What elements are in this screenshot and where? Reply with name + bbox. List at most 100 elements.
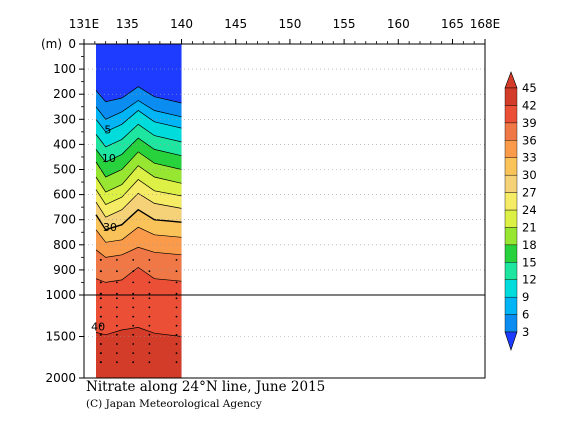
station-dot (132, 270, 135, 273)
station-dot (116, 343, 118, 345)
station-dot (99, 324, 102, 327)
station-dot (148, 315, 151, 318)
station-dot (99, 343, 102, 345)
colorbar-tick-label: 9 (522, 290, 529, 304)
y-tick-label: 400 (53, 137, 76, 151)
x-tick-label: 140 (170, 17, 193, 31)
colorbar-tick-label: 24 (522, 203, 537, 217)
station-dot (148, 324, 151, 327)
isoline-24 (95, 179, 182, 206)
isoline-33 (95, 226, 182, 243)
station-dot (116, 281, 118, 284)
contour-labels: 5 10 30 40 (91, 123, 117, 333)
y-tick-label: 700 (53, 213, 76, 227)
y-axis-unit: (m) (41, 37, 62, 51)
colorbar-segment (504, 157, 518, 176)
colorbar-segment (504, 122, 518, 141)
station-dot (99, 315, 102, 318)
y-tick-label: 2000 (45, 371, 76, 385)
colorbar-tick-label: 39 (522, 116, 537, 130)
station-dot (132, 306, 135, 309)
station-dot (175, 292, 178, 295)
colorbar-tick-label: 6 (522, 308, 529, 322)
station-dot (116, 324, 118, 327)
isoline-3 (95, 86, 182, 104)
x-tick-label: 135 (116, 17, 139, 31)
y-tick-label: 0 (68, 37, 76, 51)
y-tick-label: 900 (53, 263, 76, 277)
colorbar-tick-label: 33 (522, 151, 537, 165)
station-dot (99, 297, 102, 300)
station-dot (132, 281, 135, 284)
colorbar-extend-min (504, 331, 518, 351)
isoline-21 (95, 165, 182, 193)
station-dot (175, 352, 178, 354)
station-dot (175, 306, 178, 309)
colorbar-tick-label: 36 (522, 133, 537, 147)
station-dot (175, 281, 178, 284)
station-dot (132, 361, 135, 364)
station-dot (148, 361, 151, 364)
station-dot (99, 352, 102, 354)
isoline-9 (95, 110, 182, 133)
station-dot (148, 333, 151, 336)
colorbar-tick-label: 21 (522, 220, 537, 234)
isoline-27 (95, 192, 182, 218)
colorbar-tick-label: 42 (522, 98, 537, 112)
y-tick-label: 300 (53, 112, 76, 126)
y-tick-label: 500 (53, 163, 76, 177)
station-dot (132, 259, 135, 261)
isoline-15 (95, 137, 182, 163)
colorbar-segment (504, 314, 518, 333)
station-dot (132, 333, 135, 336)
station-dot (116, 306, 118, 309)
station-dot (116, 297, 118, 300)
x-tick-label: 131E (69, 17, 100, 31)
x-tick-label: 165 (441, 17, 464, 31)
station-dot (116, 270, 118, 273)
station-dot (175, 315, 178, 318)
station-dot (116, 361, 118, 364)
colorbar-segment (504, 279, 518, 298)
station-dot (132, 315, 135, 318)
station-dot (148, 270, 151, 273)
station-dot (175, 324, 178, 327)
plot-frame (83, 43, 486, 379)
y-tick-label: 1500 (45, 330, 76, 344)
colorbar-segment (504, 174, 518, 193)
station-dot (116, 333, 118, 336)
station-dot (116, 315, 118, 318)
colorbar-segment (504, 227, 518, 246)
y-tick-label: 800 (53, 238, 76, 252)
station-dot (132, 297, 135, 300)
station-dot (175, 343, 178, 345)
colorbar-segment (504, 209, 518, 228)
station-dot (148, 259, 151, 261)
colorbar-tick-label: 18 (522, 238, 537, 252)
isoline-30 (95, 208, 182, 231)
station-dot (99, 292, 102, 295)
colorbar-segment (504, 296, 518, 315)
x-tick-label: 150 (278, 17, 301, 31)
station-dots (99, 259, 178, 364)
station-dot (132, 292, 135, 295)
contour-label: 30 (103, 221, 117, 234)
grid-lines (84, 68, 485, 337)
y-tick-label: 600 (53, 188, 76, 202)
isoline-12 (95, 123, 182, 148)
x-tick-label: 145 (224, 17, 247, 31)
station-dot (99, 306, 102, 309)
colorbar-segment (504, 244, 518, 263)
contour-label: 10 (102, 152, 116, 165)
station-dot (175, 333, 178, 336)
contour-lines (95, 86, 182, 337)
x-tick-label: 160 (387, 17, 410, 31)
station-dot (148, 343, 151, 345)
colorbar-tick-label: 3 (522, 325, 529, 339)
station-dot (132, 352, 135, 354)
isoline-18 (95, 151, 182, 178)
station-dot (175, 361, 178, 364)
station-dot (116, 259, 118, 261)
colorbar-tick-label: 15 (522, 255, 537, 269)
colorbar-tick-label: 45 (522, 81, 537, 95)
